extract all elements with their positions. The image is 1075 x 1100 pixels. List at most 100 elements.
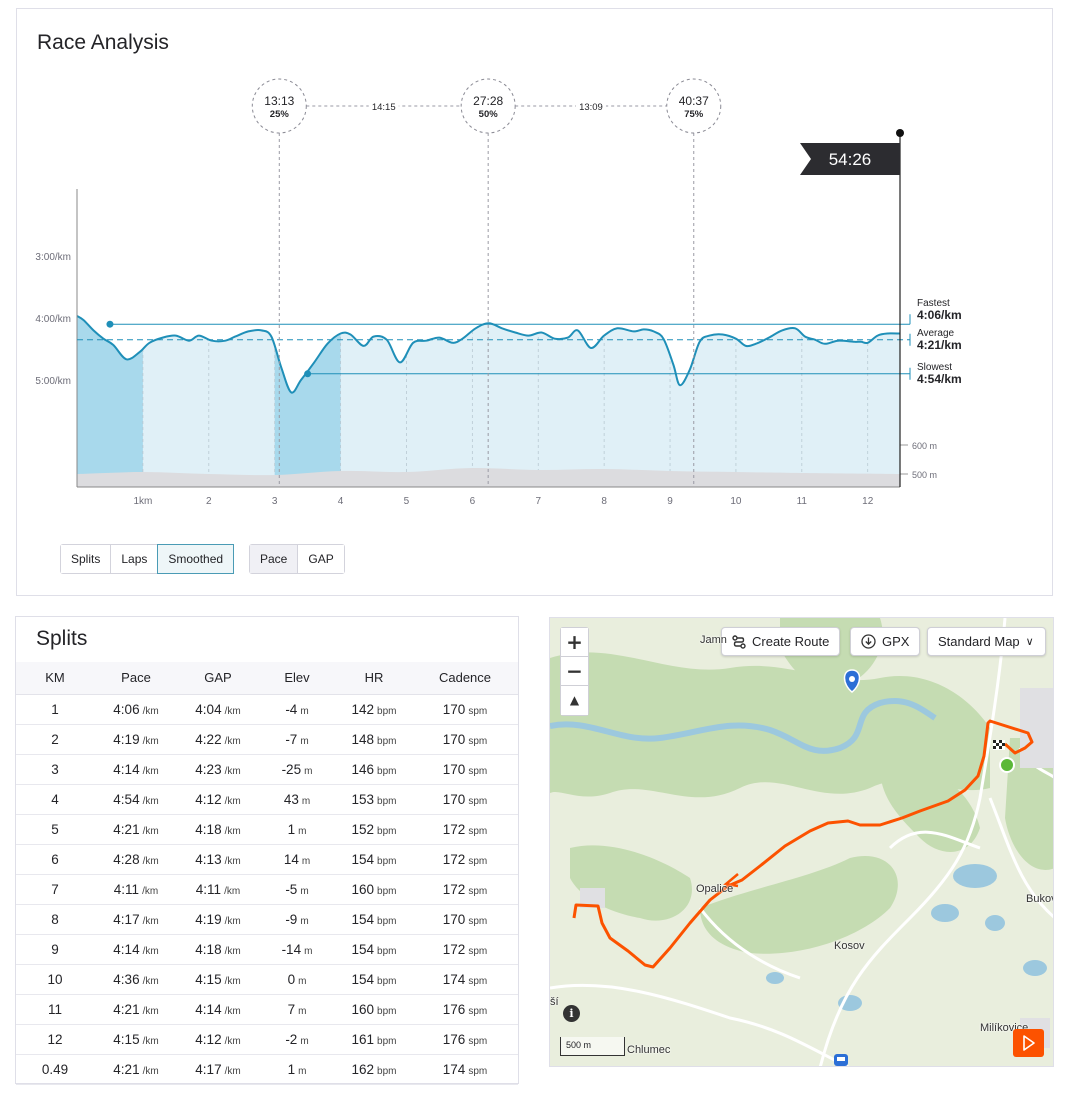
route-playback-button[interactable]: [1013, 1029, 1044, 1057]
pace-line[interactable]: [76, 315, 901, 394]
smoothed-mode-button[interactable]: Smoothed: [157, 544, 235, 574]
split-row[interactable]: 7 4:11/km 4:11/km -5 m 160 bpm 172 spm: [16, 874, 518, 905]
split-value: 4:21: [113, 821, 140, 837]
finish-flag-icon[interactable]: [993, 740, 1005, 750]
race-analysis-title: Race Analysis: [37, 31, 169, 54]
split-value: 4:15: [195, 971, 222, 987]
split-unit: /km: [224, 705, 241, 717]
split-unit: bpm: [377, 855, 397, 867]
route-direction-arrow: [723, 873, 739, 888]
split-unit: /km: [224, 825, 241, 837]
split-unit: spm: [468, 1065, 488, 1077]
info-icon[interactable]: i: [563, 1005, 580, 1022]
split-value: 9: [51, 941, 59, 957]
splits-mode-button[interactable]: Splits: [61, 545, 112, 573]
split-row[interactable]: 3 4:14/km 4:23/km -25 m 146 bpm 170 spm: [16, 754, 518, 785]
split-value: 154: [351, 941, 375, 957]
split-unit: bpm: [377, 795, 397, 807]
viewpoint-pin-icon[interactable]: [843, 669, 861, 693]
pace-chart[interactable]: 3:00/km 4:00/km 5:00/km 1km 2 3 4 5 6 7 8 9 10 11 12 60…: [17, 9, 1054, 529]
split-row[interactable]: 12 4:15/km 4:12/km -2 m 161 bpm 176 spm: [16, 1024, 518, 1055]
split-unit: bpm: [377, 735, 397, 747]
split-value: 4:19: [113, 731, 140, 747]
start-marker[interactable]: [999, 757, 1015, 773]
split-row[interactable]: 4 4:54/km 4:12/km 43 m 153 bpm 170 spm: [16, 784, 518, 815]
slowest-km-highlight: [274, 315, 341, 487]
pace-metric-button[interactable]: Pace: [250, 545, 299, 573]
split-cell-km: 8: [16, 904, 94, 935]
split-row[interactable]: 8 4:17/km 4:19/km -9 m 154 bpm 170 spm: [16, 904, 518, 935]
split-row[interactable]: 9 4:14/km 4:18/km -14 m 154 bpm 172 spm: [16, 934, 518, 965]
split-unit: /km: [142, 705, 159, 717]
gpx-download-button[interactable]: GPX: [850, 627, 921, 656]
finish-time-flag[interactable]: [800, 143, 900, 175]
split-cell-cad: 174 spm: [412, 964, 518, 995]
split-cell-km: 3: [16, 754, 94, 785]
split-unit: m: [301, 855, 311, 867]
split-unit: /km: [224, 795, 241, 807]
slowest-point[interactable]: [304, 370, 312, 378]
split-cell-hr: 153 bpm: [336, 784, 412, 815]
play-icon: [1023, 1035, 1035, 1051]
split-unit: m: [300, 915, 309, 927]
split-cell-pace: 4:06/km: [94, 694, 178, 725]
split-unit: /km: [224, 915, 241, 927]
quarter-marker[interactable]: [666, 78, 722, 134]
x-tick-label: 4: [338, 496, 344, 507]
split-value: 148: [351, 731, 375, 747]
split-cell-gap: 4:04/km: [178, 694, 258, 725]
elevation-tick-label: 600 m: [912, 441, 937, 451]
split-value: 4:21: [113, 1061, 140, 1077]
zoom-in-button[interactable]: +: [561, 628, 588, 657]
quarter-time: 40:37: [679, 94, 709, 108]
col-km: KM: [16, 662, 94, 695]
split-unit: /km: [224, 1065, 241, 1077]
split-unit: spm: [468, 795, 488, 807]
split-value: 154: [351, 971, 375, 987]
split-row[interactable]: 2 4:19/km 4:22/km -7 m 148 bpm 170 spm: [16, 724, 518, 755]
map-canvas[interactable]: [550, 618, 1054, 1067]
splits-table: KM Pace GAP Elev HR Cadence 1 4:06/km 4:04…: [16, 662, 518, 1085]
split-cell-cad: 170 spm: [412, 694, 518, 725]
split-row[interactable]: 5 4:21/km 4:18/km 1 m 152 bpm 172 spm: [16, 814, 518, 845]
route-map[interactable]: + − ▲ Create Route GPX Standard Map ∨ Ja…: [549, 617, 1054, 1067]
split-unit: /km: [142, 915, 159, 927]
laps-mode-button[interactable]: Laps: [111, 545, 159, 573]
map-style-dropdown[interactable]: Standard Map ∨: [927, 627, 1046, 656]
create-route-button[interactable]: Create Route: [721, 627, 841, 656]
splits-body: 1 4:06/km 4:04/km -4 m 142 bpm 170 spm 2 4:19/km 4:…: [16, 694, 518, 1085]
split-row[interactable]: 1 4:06/km 4:04/km -4 m 142 bpm 170 spm: [16, 694, 518, 725]
split-cell-pace: 4:21/km: [94, 1054, 178, 1085]
split-cell-hr: 146 bpm: [336, 754, 412, 785]
split-value: -14: [281, 941, 302, 957]
split-cell-hr: 154 bpm: [336, 844, 412, 875]
split-cell-gap: 4:13/km: [178, 844, 258, 875]
gap-metric-button[interactable]: GAP: [298, 545, 344, 573]
zoom-out-button[interactable]: −: [561, 657, 588, 686]
split-cell-hr: 142 bpm: [336, 694, 412, 725]
quarter-percent: 50%: [479, 109, 499, 120]
split-cell-km: 6: [16, 844, 94, 875]
split-row[interactable]: 10 4:36/km 4:15/km 0 m 154 bpm 174 spm: [16, 964, 518, 995]
split-cell-hr: 154 bpm: [336, 934, 412, 965]
x-tick-label: 5: [404, 496, 410, 507]
lakes: [766, 864, 1047, 1011]
split-row[interactable]: 6 4:28/km 4:13/km 14 m 154 bpm 172 spm: [16, 844, 518, 875]
route-icon: [732, 634, 746, 649]
split-cell-gap: 4:22/km: [178, 724, 258, 755]
split-unit: /km: [142, 1065, 159, 1077]
fastest-point[interactable]: [106, 320, 114, 328]
zoom-controls: + − ▲: [560, 627, 589, 716]
compass-reset-button[interactable]: ▲: [561, 686, 588, 715]
split-value: 1: [287, 1061, 296, 1077]
split-value: 152: [351, 821, 375, 837]
split-row[interactable]: 11 4:21/km 4:14/km 7 m 160 bpm 176 spm: [16, 994, 518, 1025]
y-tick-label: 4:00/km: [35, 314, 71, 325]
place-label: Chlumec: [627, 1044, 671, 1056]
split-value: 170: [442, 791, 466, 807]
split-cell-pace: 4:15/km: [94, 1024, 178, 1055]
split-row[interactable]: 0.49 4:21/km 4:17/km 1 m 162 bpm 174 spm: [16, 1054, 518, 1085]
col-elev: Elev: [258, 662, 336, 695]
